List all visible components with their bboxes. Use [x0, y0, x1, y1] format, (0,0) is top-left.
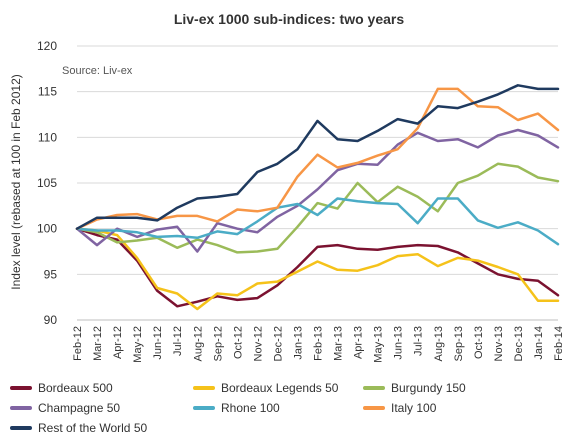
x-tick-label: Sep-12 [212, 326, 224, 361]
y-axis-ticks: 90 95 100 105 110 115 120 [37, 39, 57, 327]
series-4 [75, 197, 560, 246]
x-tick-label: Nov-13 [493, 326, 505, 361]
y-tick-label: 95 [44, 267, 58, 281]
y-tick-label: 120 [37, 39, 57, 53]
series-line [75, 87, 560, 230]
y-tick-label: 100 [37, 222, 57, 236]
chart-source: Source: Liv-ex [62, 65, 133, 77]
x-tick-label: Jul-13 [413, 326, 425, 356]
x-tick-label: Aug-13 [433, 326, 445, 361]
series-lines [75, 84, 560, 311]
x-tick-label: Aug-12 [192, 326, 204, 361]
x-tick-label: Jul-12 [172, 326, 184, 356]
chart-title: Liv-ex 1000 sub-indices: two years [174, 11, 405, 27]
legend-item: Burgundy 150 [363, 381, 466, 395]
series-line [75, 227, 560, 311]
x-tick-label: Jun-13 [393, 326, 405, 360]
x-tick-label: Dec-12 [272, 326, 284, 361]
series-line [75, 227, 560, 308]
legend-label: Italy 100 [391, 401, 437, 415]
x-tick-label: Nov-12 [252, 326, 264, 361]
x-tick-label: Apr-12 [112, 326, 124, 359]
legend-label: Rest of the World 50 [38, 421, 147, 435]
legend-label: Bordeaux Legends 50 [221, 381, 339, 395]
x-tick-label: Dec-13 [513, 326, 525, 361]
x-tick-label: Feb-14 [553, 326, 565, 361]
x-tick-label: Sep-13 [453, 326, 465, 361]
series-line [75, 197, 560, 246]
x-tick-label: Jun-12 [152, 326, 164, 360]
series-2 [75, 162, 560, 254]
x-tick-label: May-13 [373, 326, 385, 363]
x-tick-label: Mar-12 [92, 326, 104, 361]
legend-item: Rhone 100 [193, 401, 280, 415]
y-axis-label: Index level (rebased at 100 in Feb 2012) [9, 74, 23, 289]
x-tick-label: Apr-13 [353, 326, 365, 359]
series-5 [75, 87, 560, 230]
legend-item: Champagne 50 [10, 401, 120, 415]
y-tick-label: 110 [38, 130, 57, 144]
y-tick-label: 105 [37, 176, 57, 190]
legend-label: Champagne 50 [38, 401, 120, 415]
x-tick-label: Oct-12 [232, 326, 244, 359]
x-tick-label: Feb-12 [72, 326, 84, 361]
legend-label: Burgundy 150 [391, 381, 466, 395]
legend-item: Bordeaux Legends 50 [193, 381, 339, 395]
series-6 [75, 84, 560, 230]
x-tick-label: Jan-14 [533, 326, 545, 360]
legend-item: Bordeaux 500 [10, 381, 113, 395]
series-0 [75, 227, 560, 308]
legend-label: Bordeaux 500 [38, 381, 113, 395]
legend-label: Rhone 100 [221, 401, 280, 415]
legend-item: Italy 100 [363, 401, 437, 415]
legend-item: Rest of the World 50 [10, 421, 147, 435]
x-tick-label: Mar-13 [333, 326, 345, 361]
x-tick-label: Oct-13 [473, 326, 485, 359]
x-tick-label: May-12 [132, 326, 144, 363]
x-tick-label: Feb-13 [313, 326, 325, 361]
y-tick-label: 90 [44, 313, 58, 327]
legend: Bordeaux 500 Bordeaux Legends 50 Burgundy … [10, 381, 466, 435]
series-line [75, 162, 560, 254]
x-tick-label: Jan-13 [292, 326, 304, 360]
y-tick-label: 115 [38, 85, 57, 99]
series-line [75, 128, 560, 253]
x-axis-ticks: Feb-12 Mar-12 Apr-12 May-12 Jun-12 Jul-12 Aug-… [72, 319, 565, 363]
series-3 [75, 128, 560, 253]
